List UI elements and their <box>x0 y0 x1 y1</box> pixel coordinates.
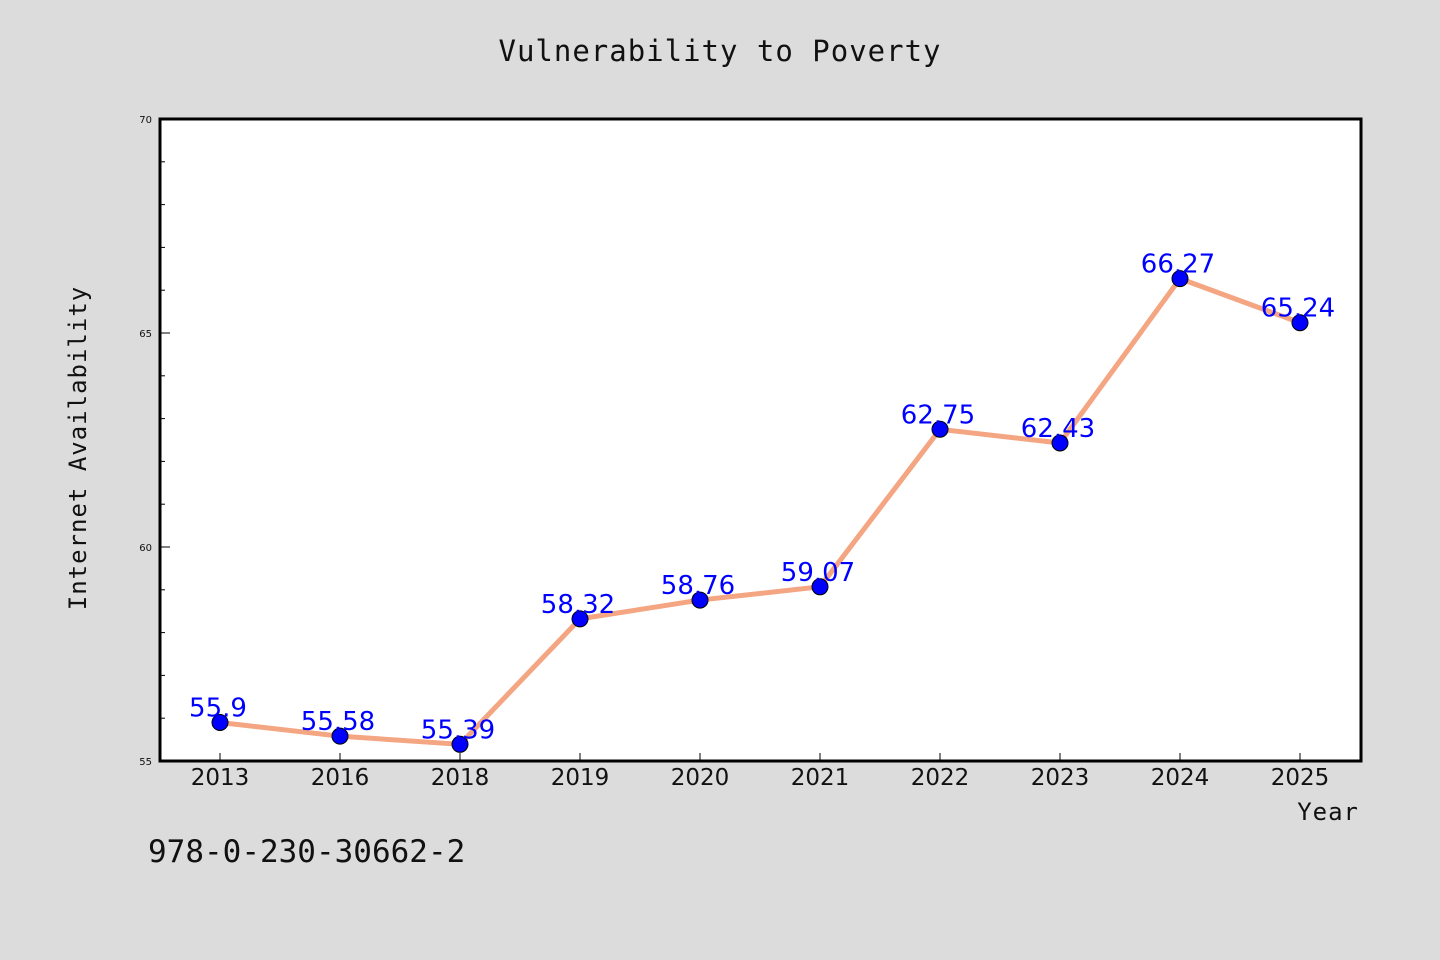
data-point <box>931 420 949 438</box>
data-point <box>1291 314 1309 332</box>
x-tick-label: 2021 <box>791 765 850 791</box>
data-point <box>571 610 589 628</box>
x-tick-label: 2024 <box>1151 765 1210 791</box>
data-point <box>1171 270 1189 288</box>
series-line <box>217 276 1303 747</box>
series-points-group <box>211 270 1309 753</box>
x-tick-label: 2022 <box>911 765 970 791</box>
x-tick-label: 2020 <box>671 765 730 791</box>
y-tick-label: 70 <box>139 115 152 126</box>
y-tick-label: 65 <box>139 329 152 340</box>
x-tick-label: 2025 <box>1271 765 1330 791</box>
data-label: 59.07 <box>781 558 855 588</box>
data-point <box>331 727 349 745</box>
y-tick-label: 55 <box>139 757 152 768</box>
data-label: 58.32 <box>541 590 615 620</box>
data-point <box>211 713 229 731</box>
x-tick-label: 2023 <box>1031 765 1090 791</box>
data-point <box>691 591 709 609</box>
x-axis-ticks: 2013 2016 2018 2019 2020 2021 2022 2023 2024 2025 <box>191 753 1330 791</box>
chart-title: Vulnerability to Poverty <box>498 34 942 68</box>
y-axis-label: Internet Availability <box>64 286 92 610</box>
data-label: 66.27 <box>1141 250 1215 280</box>
data-label: 58.76 <box>661 571 735 601</box>
data-label: 62.75 <box>901 400 975 430</box>
data-point <box>1051 434 1069 452</box>
x-tick-label: 2013 <box>191 765 250 791</box>
plot-area <box>158 117 1363 763</box>
data-labels-group: 55.9 55.58 55.39 58.32 58.76 59.07 62.75 62.43 6… <box>189 250 1335 746</box>
data-point <box>811 578 829 596</box>
x-axis-label: Year <box>1297 798 1359 826</box>
x-tick-label: 2018 <box>431 765 490 791</box>
x-tick-label: 2016 <box>311 765 370 791</box>
data-point <box>451 735 469 753</box>
data-label: 55.58 <box>301 707 375 737</box>
data-label: 65.24 <box>1261 294 1335 324</box>
y-tick-label: 60 <box>139 543 152 554</box>
data-label: 62.43 <box>1021 414 1095 444</box>
data-label: 55.39 <box>421 715 495 745</box>
footer-text: 978-0-230-30662-2 <box>148 834 466 870</box>
data-label: 55.9 <box>189 693 247 723</box>
y-axis-ticks: 55 60 65 70 <box>139 115 170 768</box>
series-line-group <box>217 276 1303 747</box>
x-tick-label: 2019 <box>551 765 610 791</box>
